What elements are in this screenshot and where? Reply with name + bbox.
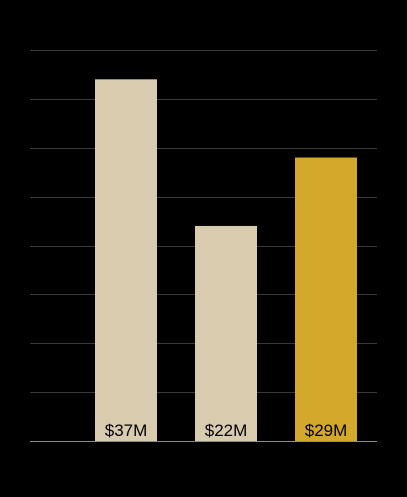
bar-value-label: $22M bbox=[205, 421, 248, 440]
bars bbox=[95, 79, 357, 441]
bar-2 bbox=[195, 225, 257, 441]
bar-1 bbox=[95, 79, 157, 441]
bar-3 bbox=[295, 157, 357, 441]
data-labels: $37M $22M $29M bbox=[105, 421, 348, 440]
bar-value-label: $37M bbox=[105, 421, 148, 440]
bar-value-label: $29M bbox=[305, 421, 348, 440]
